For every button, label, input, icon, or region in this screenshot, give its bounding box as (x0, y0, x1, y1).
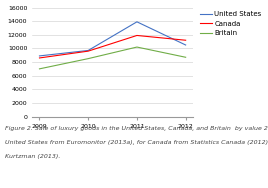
United States (135, 21, 139, 23)
Line: Britain: Britain (39, 47, 186, 69)
Britain (38, 68, 41, 70)
United States (184, 44, 187, 46)
Line: United States: United States (39, 22, 186, 56)
Legend: United States, Canada, Britain: United States, Canada, Britain (200, 11, 262, 36)
Canada (38, 57, 41, 59)
Britain (184, 56, 187, 58)
United States (87, 49, 90, 52)
Britain (87, 58, 90, 60)
Canada (87, 50, 90, 52)
Canada (135, 34, 139, 37)
Text: United States from Euromonitor (2013a), for Canada from Statistics Canada (2012): United States from Euromonitor (2013a), … (5, 140, 268, 145)
Text: Figure 2. Sale of luxury goods in the United States, Canada, and Britain  by val: Figure 2. Sale of luxury goods in the Un… (5, 126, 268, 131)
United States (38, 55, 41, 57)
Line: Canada: Canada (39, 36, 186, 58)
Canada (184, 39, 187, 41)
Britain (135, 46, 139, 48)
Text: Kurtzman (2013).: Kurtzman (2013). (5, 154, 61, 159)
